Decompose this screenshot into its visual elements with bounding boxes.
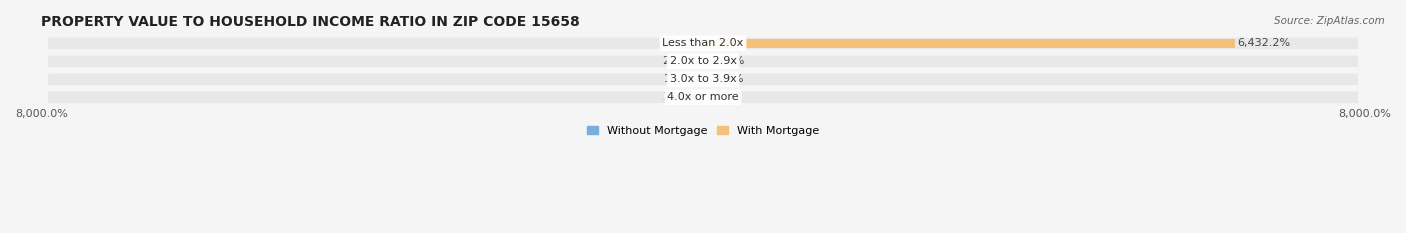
Bar [700,39,703,48]
FancyBboxPatch shape [48,55,1358,67]
Bar [700,57,703,66]
Text: 45.6%: 45.6% [710,56,745,66]
Text: 6,432.2%: 6,432.2% [1237,38,1291,48]
Bar [700,93,703,102]
Text: 25.8%: 25.8% [662,38,699,48]
FancyBboxPatch shape [48,38,1358,49]
Text: 7.5%: 7.5% [706,92,735,102]
Text: Source: ZipAtlas.com: Source: ZipAtlas.com [1274,16,1385,26]
Text: 3.0x to 3.9x: 3.0x to 3.9x [669,74,737,84]
Bar [703,39,1234,48]
Text: 25.8%: 25.8% [707,74,744,84]
Bar [703,57,707,66]
Text: 2.0x to 2.9x: 2.0x to 2.9x [669,56,737,66]
Bar [703,75,706,84]
FancyBboxPatch shape [48,92,1358,103]
Text: 36.0%: 36.0% [662,92,697,102]
Text: 10.5%: 10.5% [664,74,700,84]
Text: PROPERTY VALUE TO HOUSEHOLD INCOME RATIO IN ZIP CODE 15658: PROPERTY VALUE TO HOUSEHOLD INCOME RATIO… [41,15,581,29]
Text: Less than 2.0x: Less than 2.0x [662,38,744,48]
Text: 27.7%: 27.7% [662,56,697,66]
FancyBboxPatch shape [48,74,1358,85]
Legend: Without Mortgage, With Mortgage: Without Mortgage, With Mortgage [582,121,824,140]
Text: 4.0x or more: 4.0x or more [668,92,738,102]
